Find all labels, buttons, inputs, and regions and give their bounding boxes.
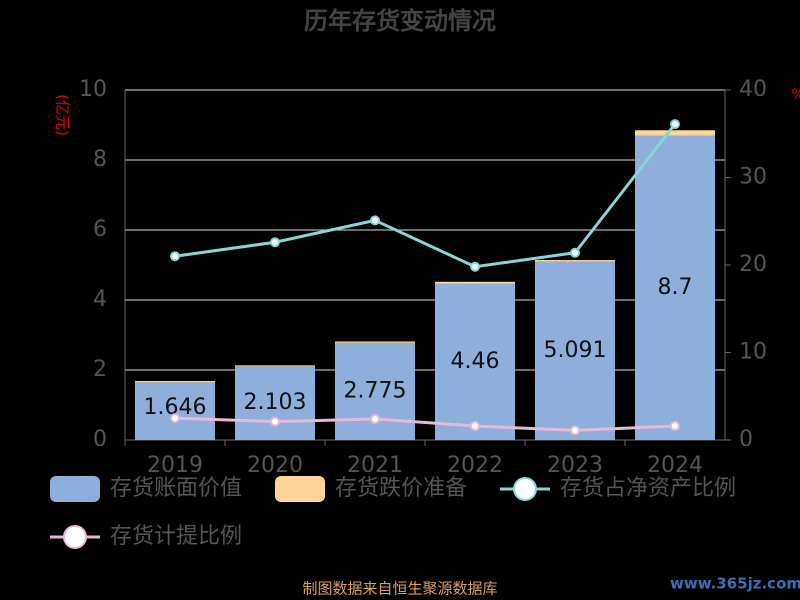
y-tick-label: 0	[93, 427, 107, 452]
bar-value-label: 2.775	[344, 378, 407, 403]
line-point	[470, 261, 480, 272]
line	[174, 416, 676, 432]
x-tick-label: 2023	[547, 453, 603, 478]
line-point	[270, 237, 280, 248]
line-point	[170, 251, 180, 262]
legend-label: 存货占净资产比例	[560, 476, 736, 501]
y-tick-label: 2	[93, 357, 107, 382]
bar	[435, 281, 515, 284]
bar	[435, 283, 515, 440]
x-tick-label: 2021	[347, 453, 403, 478]
x-tick-label: 2020	[247, 453, 303, 478]
line-point	[670, 119, 680, 130]
y-axis-label: (亿元)	[54, 94, 72, 136]
legend-swatch	[50, 476, 100, 502]
bar	[535, 261, 615, 440]
line-point	[270, 416, 280, 427]
line	[174, 123, 677, 269]
chart-title: 历年存货变动情况	[304, 7, 496, 35]
legend-label: 存货账面价值	[110, 476, 242, 501]
line-point	[370, 414, 380, 424]
legend-marker	[513, 477, 537, 501]
bar	[235, 366, 315, 440]
legend-label: 存货跌价准备	[335, 476, 467, 501]
x-tick-label: 2024	[647, 453, 703, 478]
legend-label: 存货计提比例	[110, 524, 242, 549]
line-point	[170, 413, 180, 424]
y2-tick-label: 40	[739, 77, 767, 102]
bar-value-label: 2.103	[244, 390, 307, 415]
bar	[635, 130, 715, 136]
bar	[135, 380, 215, 383]
bar-value-label: 8.7	[658, 275, 693, 300]
bar	[235, 365, 315, 367]
y-tick-label: 6	[93, 217, 107, 242]
y-tick-label: 4	[93, 287, 107, 312]
x-tick-label: 2022	[447, 453, 503, 478]
line-point	[570, 247, 580, 258]
line-point	[570, 425, 580, 436]
legend-swatch	[275, 476, 325, 502]
legend-marker	[63, 525, 87, 549]
bar	[535, 260, 615, 262]
x-tick-label: 2019	[147, 453, 203, 478]
source-note: 制图数据来自恒生聚源数据库	[302, 580, 497, 598]
y2-tick-label: 20	[739, 252, 767, 277]
bar-value-label: 5.091	[544, 338, 607, 363]
y2-tick-label: 10	[739, 340, 767, 365]
bar-value-label: 4.46	[451, 349, 500, 374]
y2-axis-label: %	[791, 87, 800, 103]
line-point	[670, 421, 680, 431]
y2-tick-label: 0	[739, 427, 753, 452]
bar	[135, 382, 215, 440]
y2-tick-label: 30	[739, 165, 767, 190]
line-point	[370, 215, 380, 226]
y-tick-label: 10	[79, 77, 107, 102]
bar	[635, 135, 715, 440]
bar	[335, 341, 415, 343]
y-tick-label: 8	[93, 147, 107, 172]
watermark: www.365jz.com	[670, 575, 800, 593]
line-point	[470, 421, 480, 431]
